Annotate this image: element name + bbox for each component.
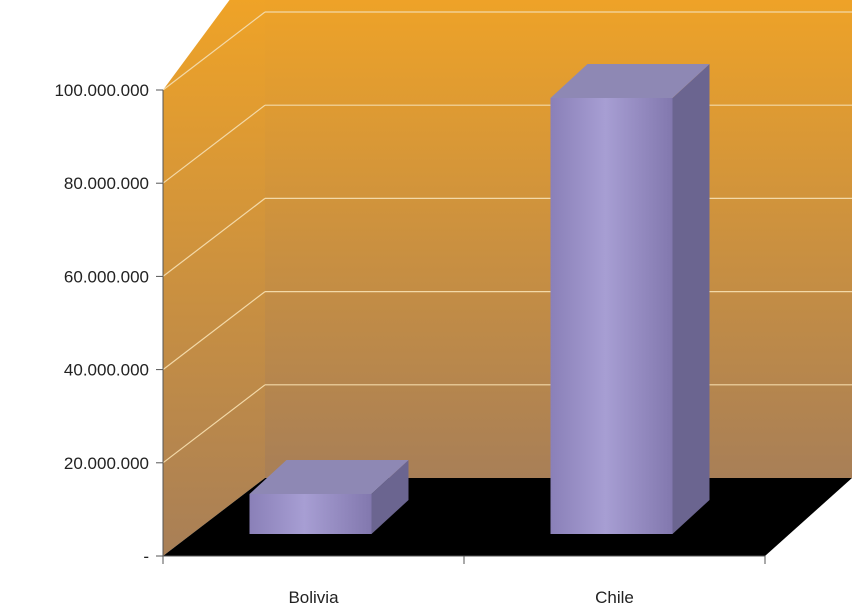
y-tick-label: - <box>143 547 149 566</box>
chart-walls <box>163 0 852 556</box>
gridline-side <box>162 291 266 371</box>
y-tick-labels: - 20.000.000 40.000.000 60.000.000 80.000.00… <box>54 81 149 566</box>
x-category-label: Bolivia <box>288 588 339 606</box>
axes <box>156 89 766 564</box>
gridline-side <box>162 197 266 277</box>
y-tick-label: 80.000.000 <box>64 174 149 193</box>
bar-top-face <box>550 64 710 98</box>
category-labels: Bolivia Chile <box>288 588 633 606</box>
bar-chile <box>550 64 710 534</box>
bar-top-face <box>249 460 409 494</box>
bar-front-face <box>249 494 372 534</box>
bar-side-face <box>672 64 710 534</box>
gridline-side <box>162 104 266 184</box>
y-tick-label: 60.000.000 <box>64 267 149 286</box>
y-tick-label: 100.000.000 <box>54 81 149 100</box>
y-tick-label: 40.000.000 <box>64 361 149 380</box>
bar-front-face <box>550 98 673 534</box>
bars <box>249 64 710 534</box>
gridline-side <box>162 384 266 464</box>
bar-bolivia <box>249 460 409 534</box>
x-category-label: Chile <box>595 588 634 606</box>
side-wall <box>163 0 265 556</box>
gridline-side <box>162 11 266 91</box>
y-tick-label: 20.000.000 <box>64 454 149 473</box>
bar-side-face <box>371 460 409 534</box>
